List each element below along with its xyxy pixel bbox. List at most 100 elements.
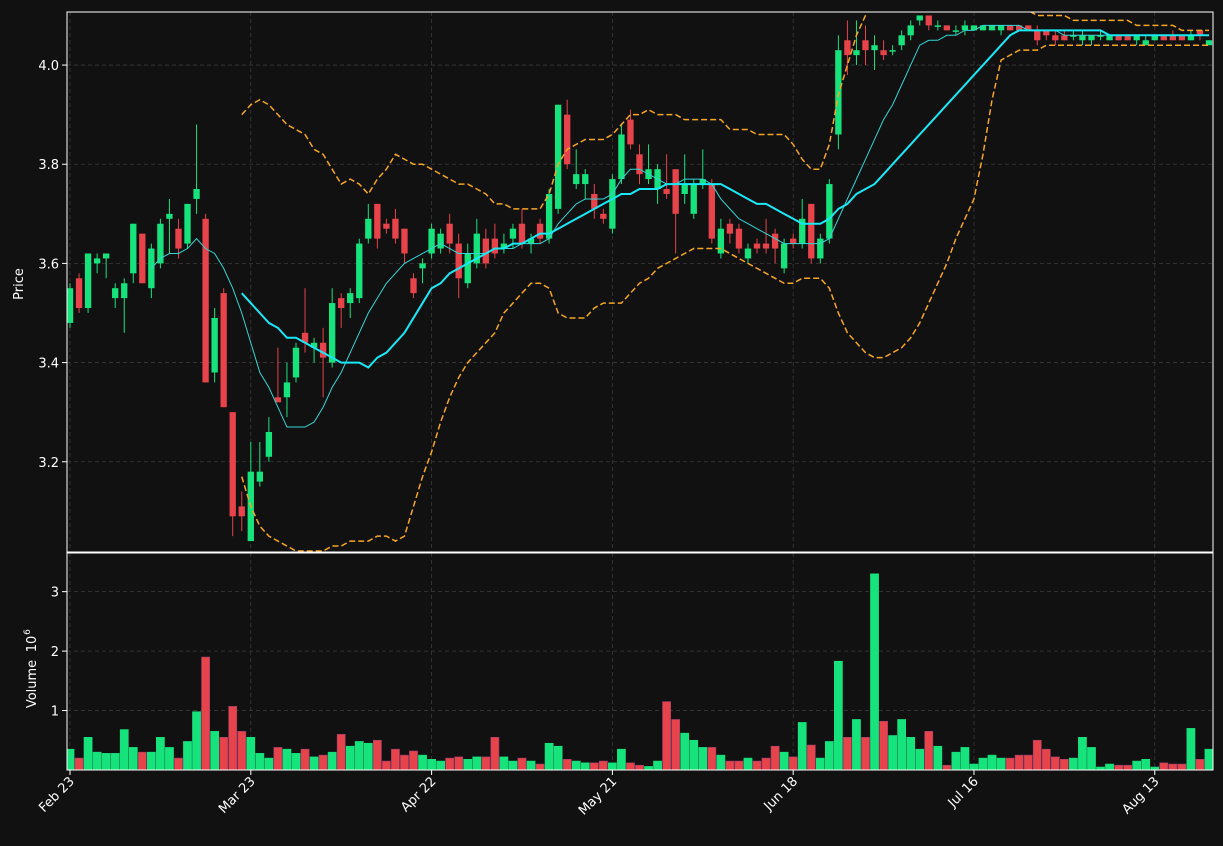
volume-bar [345, 745, 355, 770]
volume-bar [1186, 728, 1196, 770]
volume-bar [1105, 763, 1114, 770]
volume-bar [318, 754, 328, 770]
candle-body [862, 40, 869, 51]
volume-bar [237, 731, 247, 770]
candle-body [979, 25, 987, 31]
candle-body [609, 179, 616, 229]
volume-bar [1168, 763, 1178, 770]
volume-bar [788, 756, 798, 770]
volume-bar [752, 760, 762, 770]
grid [67, 12, 1213, 770]
volume-bar [915, 748, 925, 770]
volume-bar [1041, 748, 1051, 770]
candle-body [907, 25, 914, 36]
volume-bar [589, 762, 599, 770]
volume-bar [418, 754, 427, 770]
volume-bar [490, 737, 500, 770]
volume-bar [101, 753, 111, 770]
volume-bar [372, 739, 382, 770]
candle-body [582, 174, 589, 185]
candle-body [102, 253, 110, 259]
volume-bar [445, 757, 455, 770]
candle-body [564, 114, 571, 165]
y-tick-label: 3.6 [38, 257, 59, 272]
volume-bar [282, 748, 292, 770]
candle-body [319, 342, 327, 358]
candle-body [229, 412, 236, 517]
volume-bar [906, 737, 916, 770]
candle-body [527, 238, 535, 244]
candle-body [166, 213, 173, 219]
candle-body [762, 243, 770, 249]
volume-bar [1159, 762, 1169, 770]
price-panel [67, 15, 1213, 542]
volume-bar [824, 741, 834, 770]
candle-body [455, 243, 462, 279]
candle-body [708, 184, 715, 239]
volume-bar [246, 737, 256, 770]
volume-bar [192, 711, 201, 770]
candle-body [952, 30, 960, 32]
volume-bar [201, 656, 210, 770]
candle-body [853, 50, 860, 56]
volume-bar [309, 756, 319, 770]
volume-bar [978, 757, 988, 770]
candle-body [301, 332, 309, 343]
volume-y-tick-label: 1 [51, 705, 59, 720]
overlay-line [241, 44, 1209, 552]
volume-bar [363, 742, 373, 770]
volume-bar [1032, 739, 1042, 770]
candle-body [464, 253, 471, 284]
candle-body [121, 283, 128, 299]
candle-body [1061, 35, 1068, 41]
candle-body [1034, 30, 1041, 41]
candle-body [310, 342, 318, 348]
candle-body [898, 35, 905, 46]
volume-bar [1195, 758, 1205, 770]
candle-body [871, 45, 878, 51]
volume-bar [815, 757, 825, 770]
candle-body [1124, 35, 1131, 41]
candle-body [428, 228, 435, 254]
candle-body [771, 233, 779, 249]
volume-bar [861, 737, 870, 770]
volume-bar [400, 754, 409, 770]
volume-bar [472, 756, 482, 770]
candle-body [817, 238, 824, 259]
volume-bar [264, 757, 274, 770]
volume-bar [526, 760, 536, 770]
candle-body [663, 189, 670, 194]
candle-body [735, 228, 743, 249]
candle-body [699, 179, 706, 185]
volume-bar [725, 760, 735, 770]
volume-bar [92, 751, 102, 770]
candle-body [220, 293, 227, 408]
candle-body [175, 228, 182, 249]
volume-bar [951, 751, 961, 770]
candle-body [274, 397, 282, 403]
candle-body [916, 15, 923, 21]
candle-body [1115, 35, 1122, 41]
volume-bar [626, 762, 635, 770]
volume-bar [119, 729, 129, 770]
candle-body [1097, 35, 1104, 37]
overlay-line [241, 12, 1209, 210]
candle-body [780, 243, 788, 269]
candle-body [67, 288, 74, 323]
volume-bar [1087, 747, 1096, 770]
volume-bar [436, 760, 445, 770]
candle-body [961, 25, 969, 31]
candle-body [681, 184, 688, 194]
volume-bar [843, 737, 852, 770]
volume-bar [1132, 760, 1142, 770]
candle-body [509, 228, 517, 239]
candle-body [1088, 35, 1095, 41]
candle-body [1178, 35, 1186, 41]
volume-bar [797, 722, 807, 770]
volume-label: Volume [25, 660, 40, 708]
volume-bar [689, 739, 699, 770]
volume-bar [137, 751, 147, 770]
volume-bar [128, 747, 138, 770]
volume-bar [743, 757, 753, 770]
